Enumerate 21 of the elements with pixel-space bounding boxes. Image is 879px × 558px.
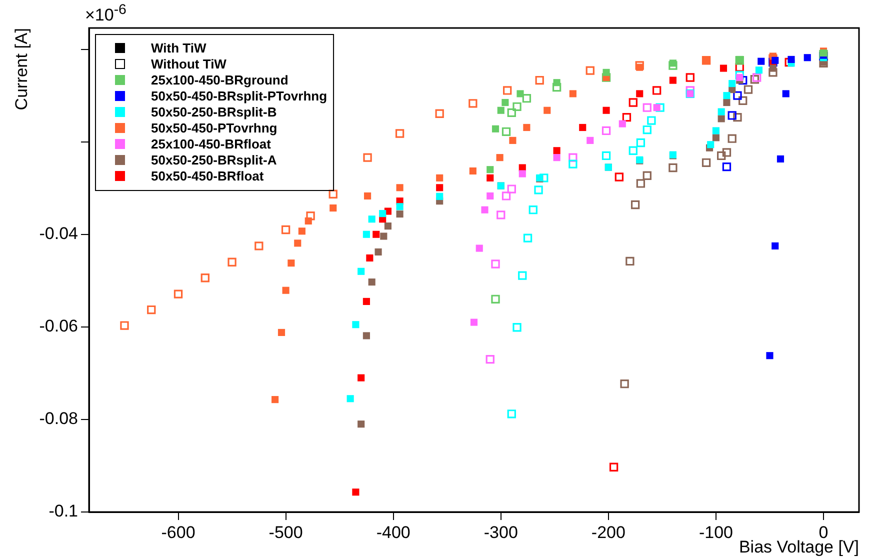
y-tick-label: -0.1 xyxy=(48,502,78,521)
x-tick-label: -400 xyxy=(376,522,410,542)
legend-label: 50x50-250-BRsplit-A xyxy=(151,152,278,168)
text: ×10$^{-6}$ xyxy=(85,2,126,26)
y-tick-label: -0.06 xyxy=(39,316,78,336)
y-axis-title: Current [A] xyxy=(12,28,31,110)
x-tick-label: -600 xyxy=(161,522,196,542)
legend-label: 50x50-450-BRsplit-PTovrhng xyxy=(151,88,328,104)
legend-label: 50x50-450-PTovrhng xyxy=(151,120,278,136)
x-tick-label: -100 xyxy=(698,522,733,542)
legend-label: 50x50-250-BRsplit-B xyxy=(151,104,277,120)
y-tick-label: -0.04 xyxy=(39,224,78,244)
x-tick-label: -300 xyxy=(484,522,518,542)
legend-label: 50x50-450-BRfloat xyxy=(151,168,264,184)
x-tick-label: -500 xyxy=(268,522,303,542)
y-tick-label: -0.08 xyxy=(39,409,78,428)
legend-label: 25x100-450-BRfloat xyxy=(151,136,272,152)
x-tick-label: -200 xyxy=(591,522,626,542)
annotation: With TiW xyxy=(151,40,207,56)
annotation: Without TiW xyxy=(151,56,228,72)
legend-label: 25x100-450-BRground xyxy=(151,72,288,88)
